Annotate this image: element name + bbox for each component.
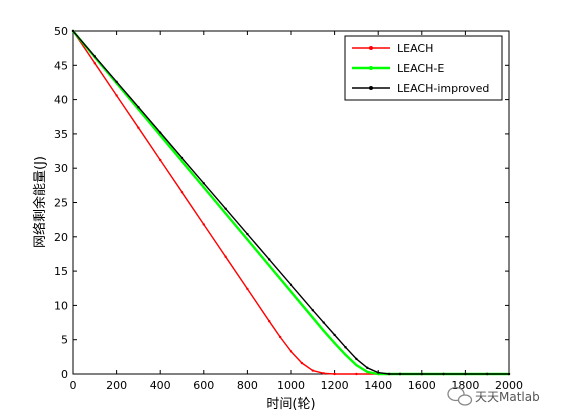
data-point	[180, 191, 184, 194]
data-point	[278, 335, 282, 339]
data-point	[224, 212, 227, 215]
data-point	[159, 134, 162, 137]
data-point	[333, 372, 336, 376]
data-point	[115, 94, 118, 97]
y-tick-label: 15	[54, 265, 68, 278]
data-point	[387, 372, 391, 376]
y-tick-label: 50	[54, 25, 68, 38]
data-point	[355, 372, 358, 376]
data-point	[377, 371, 380, 374]
legend: LEACH LEACH-E LEACH-improved	[344, 35, 503, 101]
y-tick-label: 25	[54, 197, 68, 210]
x-tick-label: 1400	[364, 379, 392, 392]
y-tick-label: 30	[54, 162, 68, 175]
x-tick-label: 1600	[408, 379, 436, 392]
data-point	[268, 319, 271, 323]
x-tick-label: 1200	[321, 379, 349, 392]
data-point	[366, 370, 369, 374]
data-point	[159, 131, 162, 134]
data-point	[420, 372, 423, 376]
data-point	[246, 287, 249, 291]
data-point	[300, 361, 304, 365]
data-point	[289, 350, 293, 353]
data-point	[322, 329, 325, 332]
y-tick-label: 40	[54, 94, 68, 107]
y-tick-label: 45	[54, 59, 68, 72]
x-axis-title: 时间(轮)	[266, 397, 315, 412]
data-point	[202, 186, 205, 189]
data-point	[268, 264, 271, 267]
data-point	[246, 232, 249, 236]
legend-marker	[369, 86, 373, 90]
x-tick-label: 2000	[495, 379, 523, 392]
data-point	[268, 258, 271, 261]
x-tick-label: 0	[70, 379, 77, 392]
data-point	[366, 366, 369, 370]
data-point	[333, 341, 336, 345]
x-tick-label: 800	[237, 379, 258, 392]
legend-label: LEACH-E	[397, 62, 444, 75]
data-point	[507, 372, 511, 376]
series-lines	[71, 29, 511, 376]
data-point	[224, 207, 227, 210]
y-tick-label: 35	[54, 128, 68, 141]
y-tick-label: 0	[61, 368, 68, 381]
watermark: 天天Matlab	[447, 386, 540, 406]
data-point	[93, 62, 97, 65]
data-point	[344, 346, 347, 349]
data-point	[159, 158, 162, 162]
x-tick-label: 1000	[277, 379, 305, 392]
y-tick-label: 20	[54, 231, 68, 244]
x-tick-label: 400	[150, 379, 171, 392]
data-point	[344, 353, 347, 356]
data-point	[71, 29, 75, 33]
data-point	[398, 372, 402, 376]
y-tick-label: 5	[61, 334, 68, 347]
data-point	[289, 283, 293, 287]
data-point	[289, 290, 293, 293]
data-point	[442, 372, 445, 376]
axis-ticks: 0 200 400 600 800 1000 1200 1400 1600 1800 2000 0 5 1…	[54, 25, 523, 392]
data-point	[486, 372, 489, 376]
data-point	[137, 105, 140, 109]
legend-marker	[369, 46, 373, 50]
watermark-text: 天天Matlab	[475, 390, 540, 404]
data-point	[464, 372, 467, 376]
data-point	[322, 372, 325, 375]
data-point	[180, 160, 184, 163]
x-tick-label: 200	[106, 379, 127, 392]
data-point	[355, 357, 358, 361]
data-point	[224, 255, 227, 258]
legend-label: LEACH	[397, 42, 433, 55]
x-tick-label: 1800	[451, 379, 479, 392]
data-point	[246, 238, 249, 241]
data-point	[180, 156, 184, 160]
data-point	[93, 55, 97, 58]
data-point	[311, 369, 314, 372]
data-point	[355, 363, 358, 367]
y-tick-label: 10	[54, 299, 68, 312]
x-tick-label: 600	[193, 379, 214, 392]
data-point	[333, 333, 336, 337]
legend-marker	[369, 66, 373, 70]
data-point	[322, 321, 325, 324]
data-point	[311, 316, 314, 319]
data-point	[115, 80, 118, 83]
data-point	[311, 309, 314, 312]
data-point	[202, 182, 205, 185]
legend-label: LEACH-improved	[397, 82, 489, 95]
data-point	[137, 126, 140, 129]
data-point	[202, 223, 205, 226]
y-axis-title: 网络剩余能量(J)	[32, 156, 48, 248]
wechat-icon	[447, 386, 473, 406]
